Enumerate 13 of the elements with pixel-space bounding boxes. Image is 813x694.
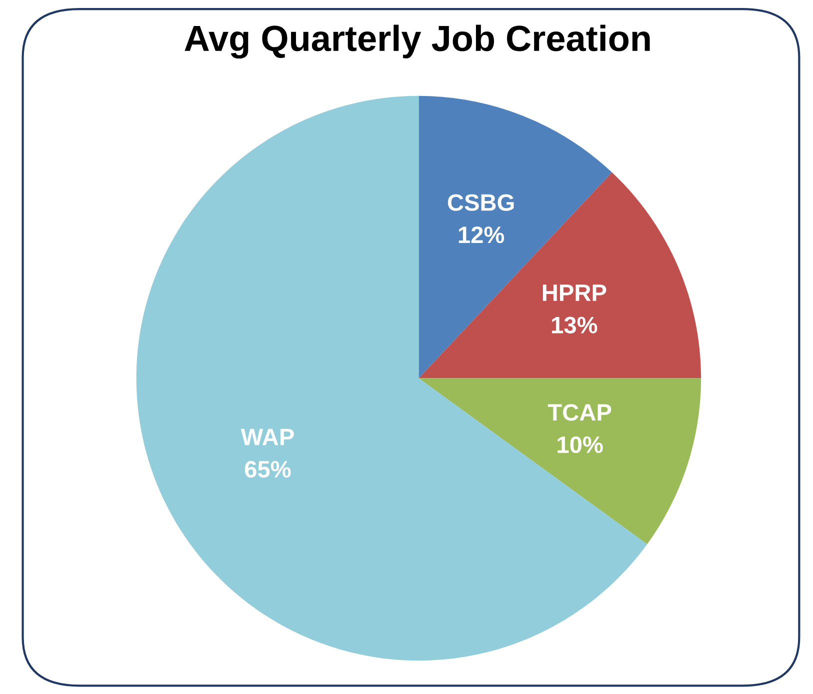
- slice-label: HPRP: [542, 284, 606, 301]
- slice-label: TCAP: [548, 404, 612, 421]
- pie-slice: [418, 96, 612, 378]
- data-label: 65%: [244, 460, 291, 478]
- pie-slice: [418, 172, 702, 378]
- pie-slice: [136, 96, 648, 661]
- slice-label: CSBG: [448, 194, 514, 211]
- slice-label: WAP: [240, 428, 294, 446]
- data-label: 10%: [558, 436, 603, 454]
- data-label: 13%: [552, 316, 598, 334]
- data-label: 12%: [458, 226, 504, 244]
- pie-slice: [418, 378, 702, 544]
- chart-title: Avg Quarterly Job Creation: [184, 24, 650, 59]
